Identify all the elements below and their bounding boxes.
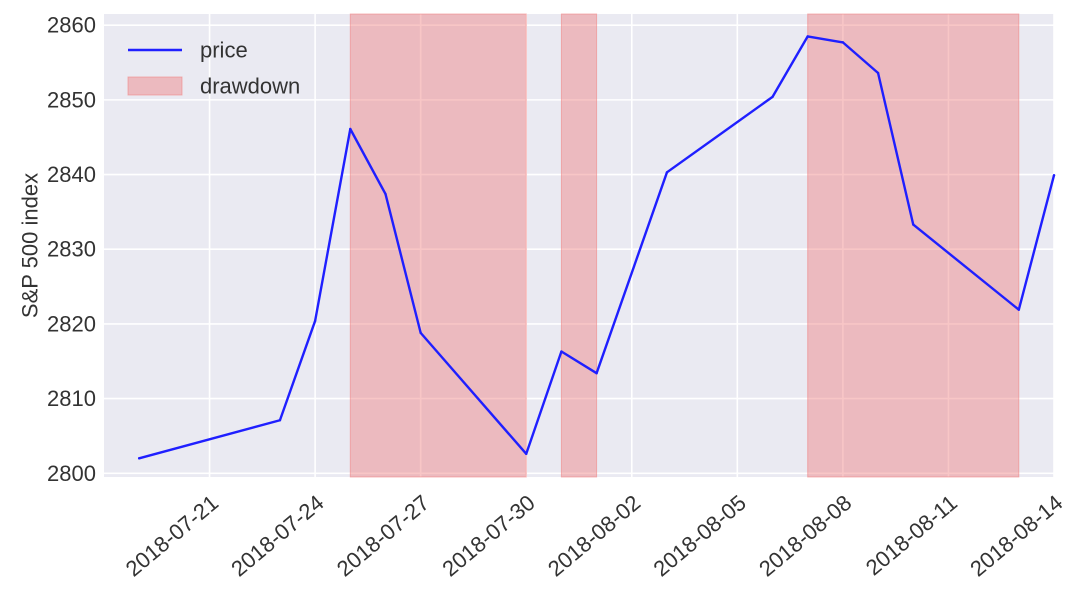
legend-patch-swatch <box>127 76 183 96</box>
drawdown-span <box>349 13 527 478</box>
x-tick-label: 2018-07-24 <box>226 490 328 581</box>
y-tick-label: 2800 <box>47 461 96 486</box>
data-point <box>876 71 880 75</box>
y-tick-label: 2820 <box>47 311 96 336</box>
data-point <box>278 419 282 422</box>
y-axis-ticks: 2800 2810 2820 2830 2840 2850 2860 <box>47 13 96 486</box>
data-point <box>595 371 598 375</box>
series-lines <box>137 35 1056 460</box>
x-axis-ticks: 2018-07-21 2018-07-24 2018-07-27 2018-07-30… <box>121 490 1068 581</box>
x-tick-label: 2018-08-02 <box>543 490 645 581</box>
x-tick-label: 2018-08-08 <box>754 490 856 581</box>
y-tick-label: 2850 <box>47 87 96 112</box>
y-axis-title: S&P 500 index <box>18 173 43 318</box>
x-tick-label: 2018-07-30 <box>437 490 539 581</box>
data-point <box>560 350 563 353</box>
y-tick-label: 2840 <box>47 162 96 187</box>
data-point <box>771 95 774 99</box>
x-tick-label: 2018-08-11 <box>861 490 962 580</box>
y-tick-label: 2810 <box>47 386 96 411</box>
drawdown-span <box>560 13 598 478</box>
data-point <box>137 457 141 460</box>
grid-lines <box>104 14 1055 477</box>
data-point <box>525 452 528 456</box>
legend-label: price <box>200 38 248 63</box>
data-point <box>384 192 387 196</box>
plot-area <box>104 14 1054 477</box>
data-point <box>1052 174 1056 177</box>
data-point <box>349 127 352 131</box>
x-tick-label: 2018-07-27 <box>332 490 434 581</box>
y-tick-label: 2860 <box>47 13 96 38</box>
legend: price drawdown <box>127 38 300 99</box>
legend-label: drawdown <box>200 74 300 99</box>
x-tick-label: 2018-08-14 <box>965 490 1067 581</box>
data-point <box>1017 308 1021 311</box>
x-tick-label: 2018-07-21 <box>121 490 223 581</box>
data-point <box>806 35 809 38</box>
data-point <box>912 223 915 226</box>
drawdown-span <box>807 13 1020 478</box>
data-point <box>313 319 317 323</box>
x-tick-label: 2018-08-05 <box>649 490 751 581</box>
data-point <box>665 171 669 174</box>
y-tick-label: 2830 <box>47 237 96 262</box>
data-point <box>841 41 845 44</box>
drawdown-spans <box>349 13 1020 478</box>
data-point <box>419 331 422 335</box>
